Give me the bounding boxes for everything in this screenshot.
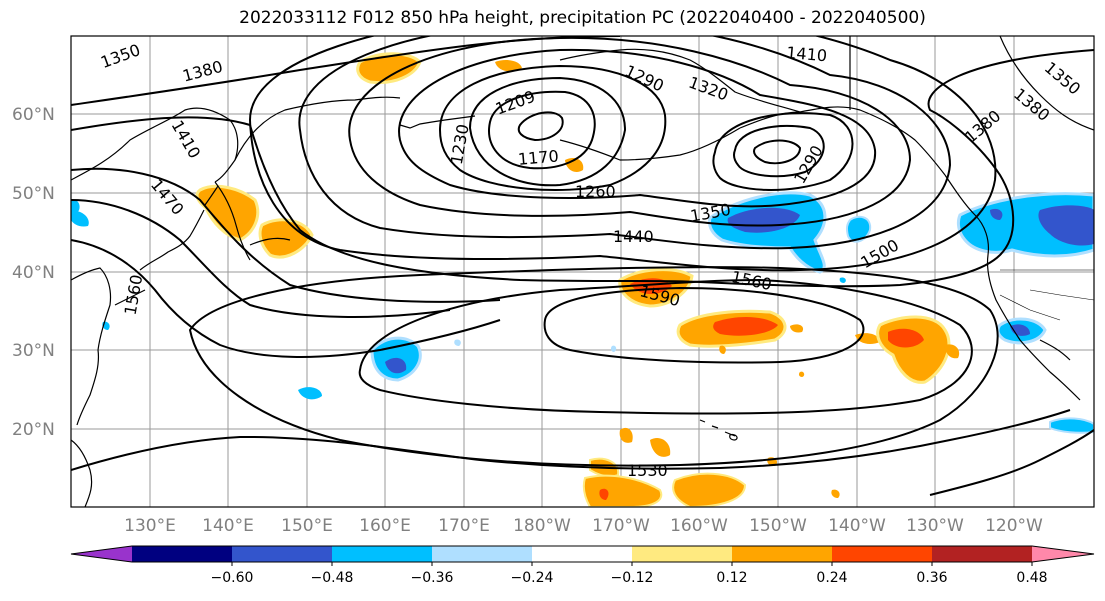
colorbar-segment	[332, 546, 433, 562]
colorbar-tick-label: 0.24	[816, 570, 847, 586]
lon-label: 170°W	[592, 516, 650, 536]
contour-label: 1440	[613, 227, 654, 246]
map-border	[70, 35, 1095, 508]
colorbar-outline	[70, 545, 1095, 563]
precip-positive-areas	[195, 52, 960, 507]
colorbar-segment	[632, 546, 733, 562]
lon-label: 150°W	[749, 516, 807, 536]
colorbar-segment	[932, 546, 1033, 562]
lat-label: 20°N	[12, 420, 55, 440]
longitude-labels: 130°E 140°E 150°E 160°E 170°E 180°W 170°…	[124, 516, 1043, 536]
colorbar-tick-label: −0.36	[411, 570, 454, 586]
colorbar-tick-label: 0.48	[1016, 570, 1047, 586]
colorbar-tick-label: −0.60	[211, 570, 254, 586]
height-contours	[71, 36, 1094, 496]
colorbar-tick-label: −0.24	[511, 570, 554, 586]
lat-label: 40°N	[12, 263, 55, 283]
colorbar: −0.60 −0.48 −0.36 −0.24 −0.12 0.12 0.24 0.36 0.4…	[70, 545, 1095, 586]
latitude-labels: 60°N 50°N 40°N 30°N 20°N	[12, 105, 55, 440]
precip-negative-areas	[71, 191, 1094, 434]
colorbar-segment	[732, 546, 833, 562]
lon-label: 130°W	[906, 516, 964, 536]
colorbar-tick-label: 0.12	[716, 570, 747, 586]
colorbar-segment	[532, 546, 633, 562]
contour-label: 1170	[517, 146, 559, 168]
lon-label: 170°E	[438, 516, 490, 536]
colorbar-segment	[432, 546, 533, 562]
map-title: 2022033112 F012 850 hPa height, precipit…	[239, 8, 926, 28]
lon-label: 130°E	[124, 516, 176, 536]
colorbar-segment	[832, 546, 933, 562]
colorbar-extend-max	[1032, 546, 1094, 562]
lat-label: 60°N	[12, 105, 55, 125]
borders	[999, 269, 1094, 321]
lon-label: 120°W	[985, 516, 1043, 536]
graticule	[71, 36, 1094, 507]
lon-label: 160°W	[670, 516, 728, 536]
contour-label: 1410	[786, 43, 828, 65]
colorbar-tick-label: −0.48	[311, 570, 354, 586]
lon-label: 140°E	[202, 516, 254, 536]
colorbar-extend-min	[71, 546, 132, 562]
colorbar-segment	[232, 546, 333, 562]
contour-label: 1260	[575, 182, 616, 201]
lon-label: 150°E	[281, 516, 333, 536]
lat-label: 30°N	[12, 341, 55, 361]
contour-label: 1530	[627, 461, 668, 480]
lon-label: 160°E	[359, 516, 411, 536]
colorbar-tick-label: −0.12	[611, 570, 654, 586]
lon-label: 140°W	[828, 516, 886, 536]
colorbar-tick-label: 0.36	[916, 570, 947, 586]
lat-label: 50°N	[12, 184, 55, 204]
lon-label: 180°W	[513, 516, 571, 536]
colorbar-segment	[132, 546, 233, 562]
